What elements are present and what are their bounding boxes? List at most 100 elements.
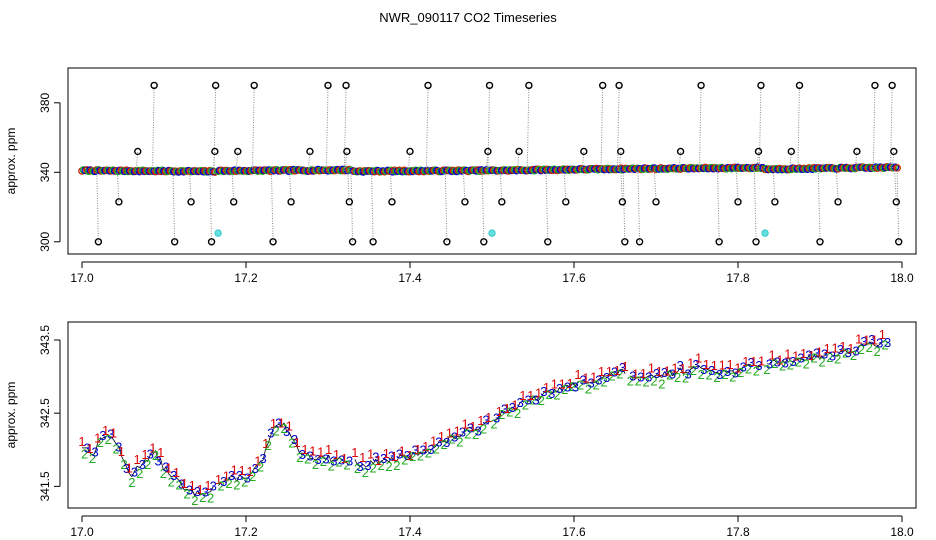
outlier-point (484, 147, 492, 156)
outlier-connector (735, 170, 739, 202)
connector-line (687, 368, 692, 374)
series-2-label: 2 (627, 374, 634, 389)
connector-line (582, 379, 587, 384)
connector-line (554, 388, 558, 393)
series-2-label: 2 (183, 487, 190, 502)
outlier-connector (370, 170, 374, 242)
connector-line (178, 480, 183, 486)
connector-line (341, 458, 345, 463)
connector-line (525, 400, 529, 402)
connector-line (367, 460, 372, 467)
series-3-label: 3 (420, 442, 427, 457)
outlier-point (888, 81, 896, 90)
series-2-label: 2 (265, 438, 272, 453)
series-1-label: 1 (238, 463, 245, 478)
series-2-label: 2 (771, 356, 778, 371)
series-3-label: 3 (338, 453, 345, 468)
series-3-label: 3 (837, 342, 844, 357)
outlier-connectors (96, 85, 900, 242)
outlier-connector (462, 170, 466, 202)
series-3-label: 3 (740, 359, 747, 374)
connector-line (748, 363, 752, 366)
outlier-point (795, 81, 804, 90)
outlier-point (787, 147, 795, 156)
measurement-labels: 1231231231231231231231231231231231231231… (78, 327, 891, 508)
series-3-label: 3 (782, 356, 789, 371)
series-2-label: 2 (643, 375, 650, 390)
connector-line (105, 435, 109, 438)
connector-line (616, 369, 621, 375)
outlier-connector (350, 170, 354, 242)
connector-line (344, 461, 348, 463)
x-tick-label: 17.0 (70, 525, 94, 539)
connector-line (304, 452, 309, 458)
series-2-label: 2 (81, 447, 88, 462)
series-1-label: 1 (614, 363, 621, 378)
series-1-label: 1 (204, 478, 211, 493)
series-2-label: 2 (105, 432, 112, 447)
series-1-label: 1 (543, 380, 550, 395)
outlier-connector (758, 85, 762, 171)
connector-line (404, 455, 408, 458)
outlier-connector (152, 85, 155, 171)
connector-line (189, 489, 193, 491)
outlier-point (94, 238, 103, 246)
series-2-label: 2 (472, 427, 479, 442)
connector-line (622, 369, 626, 374)
connector-line (399, 454, 403, 457)
series-2-label: 2 (674, 370, 681, 385)
connector-line (194, 490, 198, 497)
series-3-label: 3 (587, 376, 594, 391)
series-2-label: 2 (249, 469, 256, 484)
outlier-connector (753, 170, 757, 242)
series-3-label: 3 (459, 425, 466, 440)
series-2-label: 2 (682, 371, 689, 386)
series-1-label: 1 (231, 463, 238, 478)
outlier-point (618, 198, 627, 206)
series-1-label: 1 (847, 341, 854, 356)
series-1-label: 1 (157, 445, 164, 460)
connector-line (651, 374, 655, 378)
series-2-label: 2 (803, 357, 810, 372)
connector-line (664, 371, 668, 377)
series-2-label: 2 (763, 362, 770, 377)
x-tick-label: 17.4 (398, 525, 422, 539)
series-2-label: 2 (706, 367, 713, 382)
connector-line (291, 438, 295, 442)
connector-line (430, 447, 434, 450)
series-2-label: 2 (288, 435, 295, 450)
x-tick-label: 17.4 (398, 271, 422, 285)
connector-line (782, 360, 786, 364)
series-3-label: 3 (283, 424, 290, 439)
connector-line (645, 375, 649, 378)
series-2-label: 2 (713, 370, 720, 385)
series-1-label: 1 (855, 332, 862, 347)
series-1-label: 1 (94, 431, 101, 446)
series-3-label: 3 (556, 381, 563, 396)
connector-line (299, 452, 303, 455)
panel-bottom-zoom: 17.0 17.2 17.4 17.6 17.8 18.0 341.5 342.5 343.5 a… (4, 321, 917, 539)
outlier-connector (616, 85, 620, 171)
series-1-label: 1 (871, 333, 878, 348)
series-2-label: 2 (480, 422, 487, 437)
connector-line (139, 463, 143, 469)
connector-line (328, 454, 332, 462)
series-3-label: 3 (475, 424, 482, 439)
connector-line (181, 485, 185, 491)
connector-line (548, 391, 552, 395)
connector-line (501, 410, 505, 412)
connector-line (443, 441, 447, 443)
series-2-label: 2 (608, 368, 615, 383)
connector-line (701, 367, 704, 370)
series-1-label: 1 (734, 360, 741, 375)
series-1-label: 1 (254, 453, 261, 468)
connector-line (858, 344, 862, 347)
series-2-label: 2 (826, 350, 833, 365)
connector-lines (81, 340, 888, 497)
connector-line (273, 425, 277, 429)
series-3-label: 3 (595, 372, 602, 387)
series-3-label: 3 (107, 427, 114, 442)
cyan-point (761, 229, 769, 237)
series-3-label: 3 (99, 428, 106, 443)
series-1-label: 1 (632, 366, 639, 381)
